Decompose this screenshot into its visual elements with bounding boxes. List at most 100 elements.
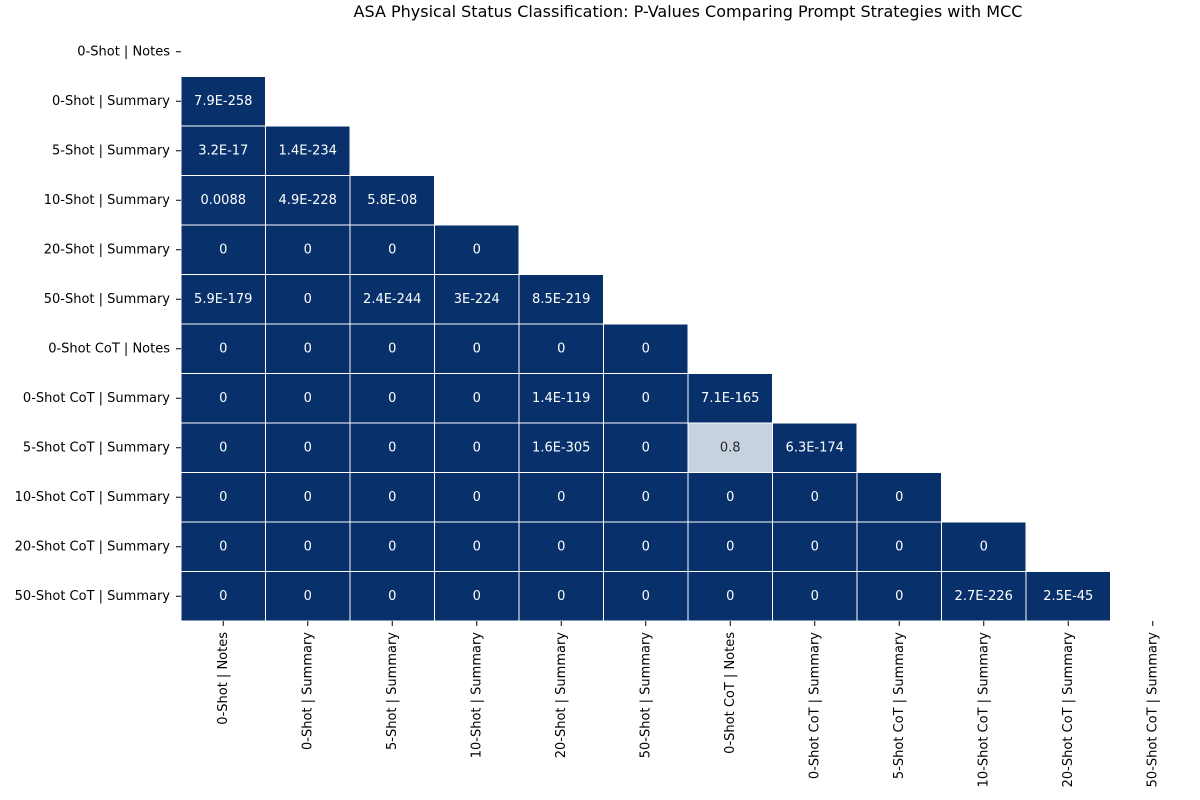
heatmap-cell [941,521,1027,572]
heatmap-cell [603,472,689,523]
heatmap-cell [180,571,266,622]
cell-value-label: 0 [473,440,481,455]
chart-title: ASA Physical Status Classification: P-Va… [353,2,1023,21]
cell-value-label: 0 [219,391,227,406]
cell-value-label: 0 [557,490,565,505]
cell-value-label: 3.2E-17 [198,143,248,158]
y-tick-label: 20-Shot CoT | Summary [15,539,171,554]
heatmap-cell [180,472,266,523]
cell-value-label: 0 [219,440,227,455]
x-tick-label: 50-Shot | Summary [638,632,653,759]
cell-value-label: 0 [895,490,903,505]
heatmap-cell [434,422,520,473]
cell-value-label: 0 [388,490,396,505]
cell-value-label: 0 [304,589,312,604]
heatmap-cell [434,323,520,374]
cell-value-label: 2.7E-226 [955,589,1013,604]
heatmap-cell [434,274,520,325]
heatmap-cell [772,472,858,523]
cell-value-label: 0 [219,490,227,505]
heatmap-cell [265,472,351,523]
heatmap-cell [349,224,435,275]
heatmap-cell [349,175,435,226]
cell-value-label: 0 [304,539,312,554]
x-tick-label: 10-Shot CoT | Summary [976,632,991,788]
cell-value-label: 0 [473,589,481,604]
heatmap-cell [349,323,435,374]
cell-value-label: 0 [557,341,565,356]
cell-value-label: 6.3E-174 [786,440,844,455]
cell-value-label: 0 [642,490,650,505]
heatmap-cell [603,571,689,622]
cell-value-label: 1.4E-234 [279,143,337,158]
heatmap-cell [856,521,942,572]
x-tick-label: 5-Shot CoT | Summary [892,632,907,779]
heatmap-cell [603,373,689,424]
cell-value-label: 0 [304,292,312,307]
cell-value-label: 0 [811,490,819,505]
heatmap-cell [180,76,266,127]
cell-value-label: 0 [642,589,650,604]
heatmap-cell [265,175,351,226]
cell-value-label: 0 [811,589,819,604]
y-tick-label: 0-Shot | Summary [52,94,170,109]
heatmap-cell [772,422,858,473]
heatmap-cell [856,472,942,523]
cell-value-label: 0 [726,490,734,505]
x-tick-label: 10-Shot | Summary [469,632,484,759]
cell-value-label: 0 [726,589,734,604]
heatmap-cell [687,472,773,523]
cell-value-label: 0 [473,391,481,406]
heatmap-cell [518,472,604,523]
cell-value-label: 0 [473,341,481,356]
heatmap-cell [687,373,773,424]
cell-value-label: 0 [642,391,650,406]
cell-value-label: 0 [811,539,819,554]
heatmap-cell [518,422,604,473]
cell-value-label: 0 [304,490,312,505]
cell-value-label: 0 [304,440,312,455]
heatmap-cell [180,373,266,424]
heatmap-cell [349,521,435,572]
heatmap-cell [265,125,351,176]
heatmap-cell [349,373,435,424]
cell-value-label: 0 [473,490,481,505]
cell-value-label: 0 [219,589,227,604]
heatmap-cell [349,274,435,325]
y-tick-label: 5-Shot | Summary [52,143,170,158]
x-tick-label: 0-Shot | Summary [300,632,315,750]
cell-value-label: 0 [557,589,565,604]
cell-value-label: 0 [388,589,396,604]
cell-value-label: 0 [304,391,312,406]
y-tick-label: 5-Shot CoT | Summary [23,440,170,455]
cell-value-label: 5.9E-179 [194,292,252,307]
cell-value-label: 0 [726,539,734,554]
heatmap-cell [180,224,266,275]
cell-value-label: 0 [388,242,396,257]
heatmap-cell [434,571,520,622]
cell-value-label: 1.6E-305 [532,440,590,455]
heatmap-cell [941,571,1027,622]
cell-value-label: 5.8E-08 [367,193,417,208]
y-tick-label: 10-Shot CoT | Summary [15,490,171,505]
cell-value-label: 0 [304,242,312,257]
cell-value-label: 0 [473,539,481,554]
x-tick-label: 0-Shot CoT | Notes [723,632,738,754]
x-tick-label: 0-Shot CoT | Summary [807,632,822,779]
cell-value-label: 2.5E-45 [1043,589,1093,604]
x-tick-label: 0-Shot | Notes [216,632,231,725]
cell-value-label: 0 [388,341,396,356]
cell-value-label: 0 [388,440,396,455]
x-tick-label: 50-Shot CoT | Summary [1145,632,1160,788]
cell-value-label: 0 [219,341,227,356]
cell-value-label: 2.4E-244 [363,292,421,307]
heatmap-cell [603,521,689,572]
heatmap-cell [349,472,435,523]
heatmap-cell [518,521,604,572]
x-tick-label: 20-Shot | Summary [554,632,569,759]
cell-value-label: 7.9E-258 [194,94,252,109]
cell-value-label: 0 [895,589,903,604]
cell-value-label: 0 [642,539,650,554]
y-tick-label: 0-Shot CoT | Summary [23,391,170,406]
